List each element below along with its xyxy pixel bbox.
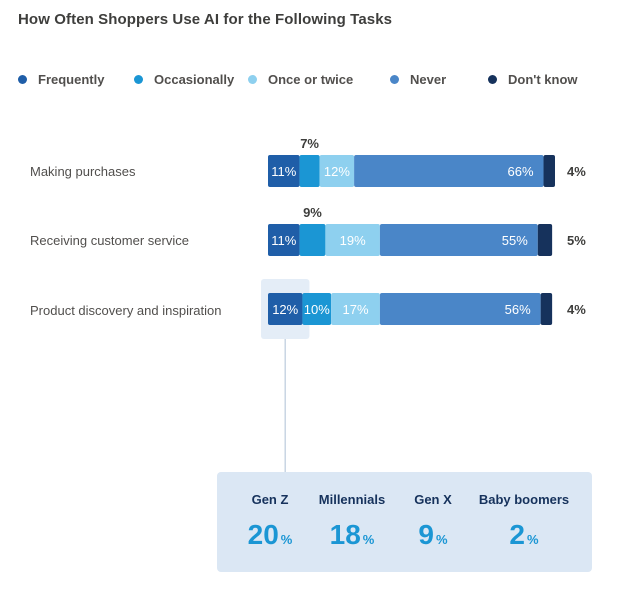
data-label-frequently: 11% xyxy=(271,233,296,248)
legend-dot xyxy=(134,75,143,84)
stat-value: 20% xyxy=(220,519,320,551)
data-label-never: 66% xyxy=(507,164,533,179)
bar-segment-never xyxy=(379,293,541,325)
data-label-occasionally: 10% xyxy=(304,302,330,317)
data-label-don-t-know: 5% xyxy=(567,233,586,248)
bar-segment-once-or-twice xyxy=(319,155,355,187)
bar-row-making-purchases: 11% 7% 12% 66% 4% xyxy=(268,136,586,187)
stat-label: Gen X xyxy=(414,492,452,507)
legend-dot xyxy=(18,75,27,84)
stat-baby-boomers: Baby boomers 2% xyxy=(473,492,575,551)
stat-label: Millennials xyxy=(318,492,386,507)
legend-label: Frequently xyxy=(38,72,105,87)
bar-segment-frequently xyxy=(268,293,303,325)
bar-segment-frequently xyxy=(268,224,300,256)
legend: Frequently Occasionally Once or twice Ne… xyxy=(18,72,618,90)
stat-gen-x: Gen X 9% xyxy=(383,492,483,551)
data-label-once-or-twice: 12% xyxy=(324,164,350,179)
data-label-don-t-know: 4% xyxy=(567,302,586,317)
bar-segment-once-or-twice xyxy=(331,293,380,325)
stat-number: 9 xyxy=(418,519,434,550)
legend-label: Don't know xyxy=(508,72,578,87)
bar-segment-frequently xyxy=(268,155,300,187)
stat-unit: % xyxy=(362,532,375,547)
data-label-once-or-twice: 19% xyxy=(340,233,366,248)
stat-label: Gen Z xyxy=(251,492,289,507)
data-label-never: 56% xyxy=(505,302,531,317)
stat-label: Baby boomers xyxy=(478,492,570,507)
stat-number: 20 xyxy=(247,519,279,550)
legend-dot xyxy=(488,75,497,84)
bar-segment-never xyxy=(354,155,544,187)
bar-segment-don-t-know xyxy=(543,155,555,187)
data-label-once-or-twice: 17% xyxy=(343,302,369,317)
stat-unit: % xyxy=(280,532,293,547)
stat-gen-z: Gen Z 20% xyxy=(220,492,320,551)
legend-item-once-or-twice: Once or twice xyxy=(248,72,353,87)
bar-row-receiving-customer-service: 11% 9% 19% 55% 5% xyxy=(268,205,586,256)
stat-number: 2 xyxy=(509,519,525,550)
data-label-frequently: 11% xyxy=(271,164,296,179)
bar-segment-occasionally xyxy=(299,224,326,256)
legend-label: Occasionally xyxy=(154,72,235,87)
stat-unit: % xyxy=(527,532,539,547)
legend-item-never: Never xyxy=(390,72,446,87)
bar-segment-once-or-twice xyxy=(325,224,380,256)
stat-value: 2% xyxy=(473,519,575,551)
row-label-making-purchases: Making purchases xyxy=(30,164,136,179)
bar-segment-occasionally xyxy=(299,155,320,187)
stat-value: 18% xyxy=(302,519,402,551)
data-label-frequently: 12% xyxy=(272,302,298,317)
bar-segment-occasionally xyxy=(302,293,332,325)
bar-row-product-discovery-and-inspiration: 12% 10% 17% 56% 4% xyxy=(268,293,586,325)
bar-segment-never xyxy=(379,224,538,256)
legend-item-dont-know: Don't know xyxy=(488,72,578,87)
stat-millennials: Millennials 18% xyxy=(302,492,402,551)
row-label-receiving-customer-service: Receiving customer service xyxy=(30,233,189,248)
chart-title: How Often Shoppers Use AI for the Follow… xyxy=(18,11,393,28)
data-label-occasionally: 9% xyxy=(303,205,322,220)
legend-dot xyxy=(248,75,257,84)
row-label-product-discovery: Product discovery and inspiration xyxy=(30,303,222,318)
legend-label: Once or twice xyxy=(268,72,354,87)
stat-value: 9% xyxy=(383,519,483,551)
legend-item-frequently: Frequently xyxy=(18,72,104,87)
data-label-don-t-know: 4% xyxy=(567,164,586,179)
data-label-never: 55% xyxy=(502,233,528,248)
legend-label: Never xyxy=(410,72,447,87)
generation-breakdown-panel: Gen Z 20% Millennials 18% Gen X 9% Baby … xyxy=(217,472,592,572)
bar-segment-don-t-know xyxy=(540,293,553,325)
bar-segment-don-t-know xyxy=(537,224,553,256)
data-label-occasionally: 7% xyxy=(300,136,319,151)
stat-unit: % xyxy=(436,532,448,547)
legend-dot xyxy=(390,75,399,84)
stat-number: 18 xyxy=(329,519,361,550)
legend-item-occasionally: Occasionally xyxy=(134,72,234,87)
